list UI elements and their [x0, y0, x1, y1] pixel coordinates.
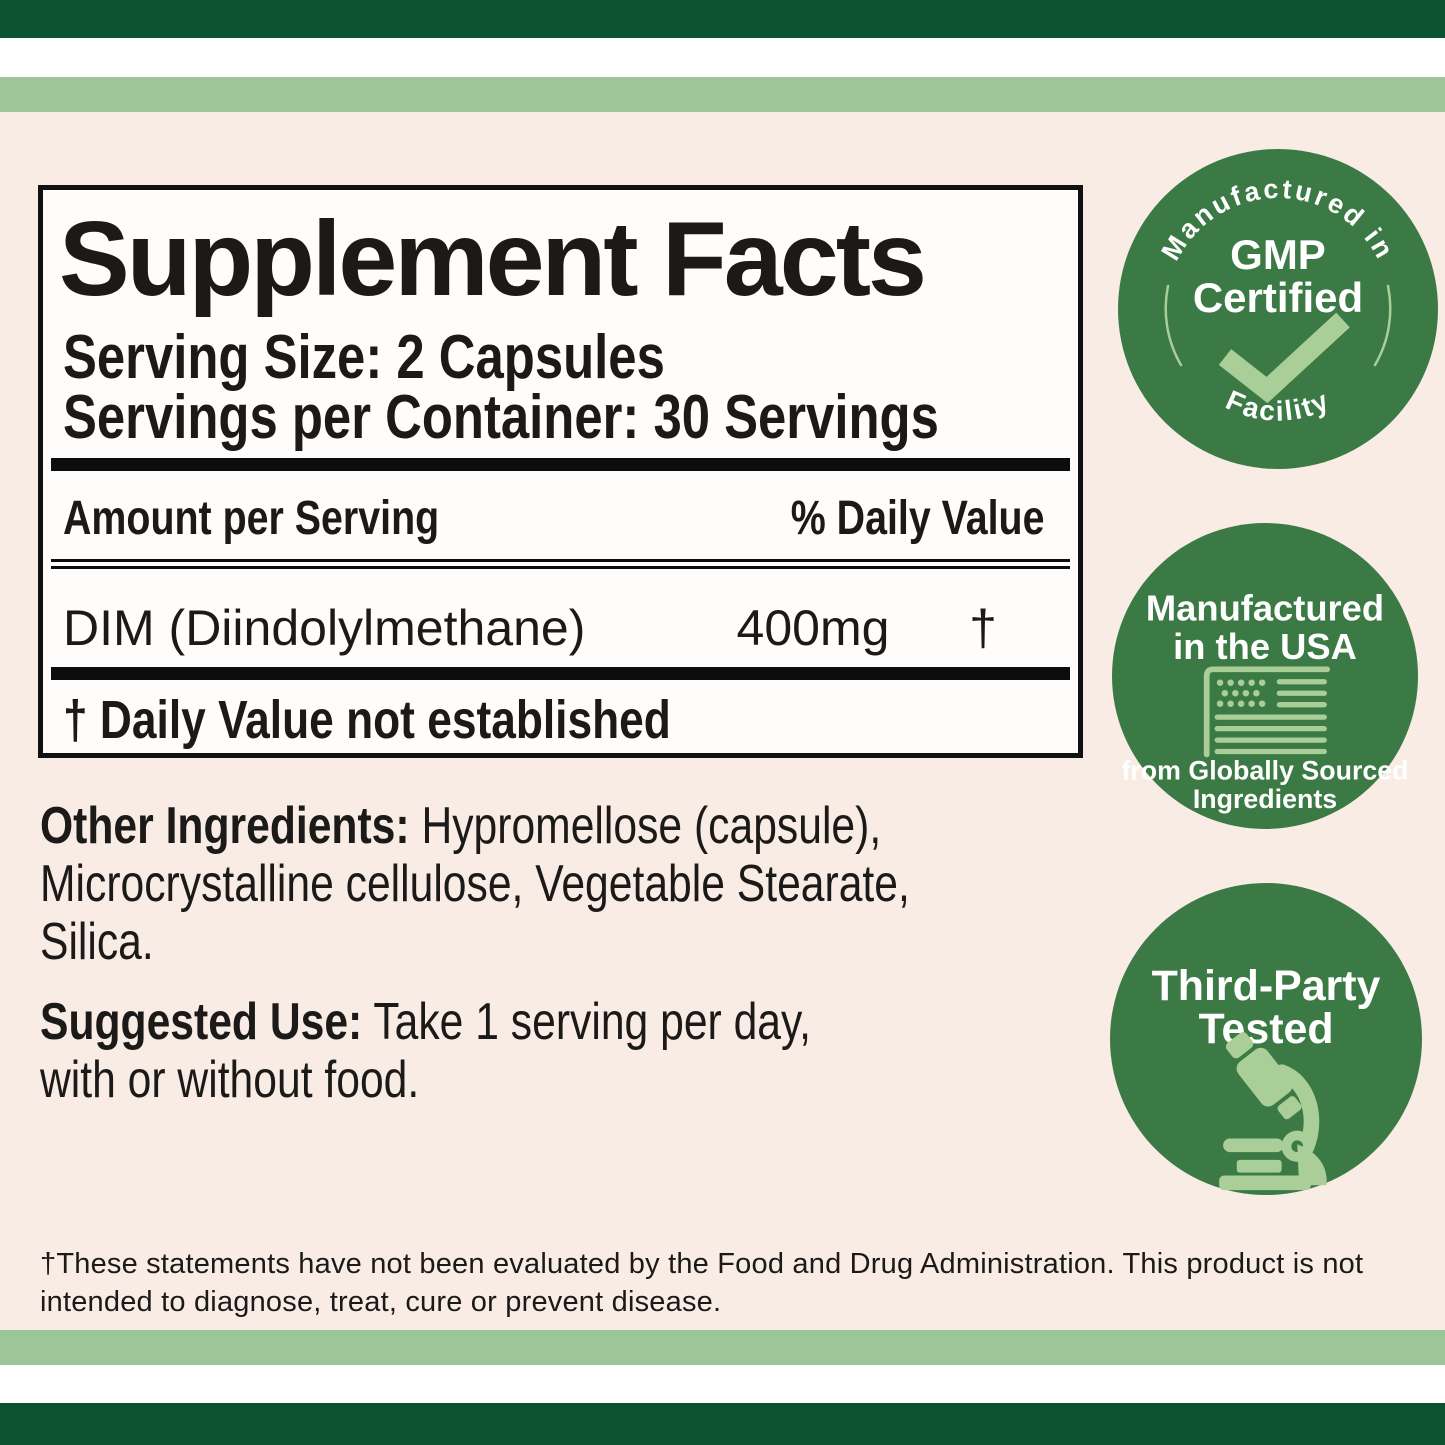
badge-circle: [1110, 883, 1422, 1195]
thick-divider-bottom: [51, 667, 1070, 681]
suggested-use-line1: Suggested Use: Take 1 serving per day,: [40, 993, 812, 1051]
top-white-band: [0, 38, 1445, 77]
gmp-certified-badge: Manufactured in GMP Certified Facility: [1118, 149, 1438, 469]
daily-value-header: % Daily Value: [790, 492, 1044, 546]
ingredient-dv-dagger: †: [969, 600, 997, 657]
top-dark-green-band: [0, 0, 1445, 38]
amount-per-serving-header: Amount per Serving: [63, 492, 440, 546]
suggested-use-label: Suggested Use:: [40, 993, 363, 1051]
daily-value-footnote: † Daily Value not established: [63, 690, 671, 751]
ingredient-name: DIM (Diindolylmethane): [63, 600, 586, 657]
ingredient-amount: 400mg: [736, 600, 890, 657]
fda-disclaimer: †These statements have not been evaluate…: [40, 1245, 1363, 1321]
checkmark-icon: [1218, 312, 1350, 404]
suggested-use-paragraph: Suggested Use: Take 1 serving per day, w…: [40, 993, 811, 1109]
left-arc: [1164, 284, 1183, 367]
badge-circle: [1118, 149, 1438, 469]
other-ingredients-line1: Other Ingredients: Hypromellose (capsule…: [40, 797, 882, 855]
right-arc: [1373, 284, 1392, 367]
other-ingredients-line2: Microcrystalline cellulose, Vegetable St…: [40, 855, 910, 913]
usa-line1: Manufactured: [1146, 588, 1384, 629]
usa-flag-icon: [1203, 666, 1331, 758]
certified-text: Certified: [1193, 274, 1363, 321]
bottom-light-green-band: [0, 1330, 1445, 1365]
double-rule: [51, 559, 1070, 570]
serving-info: Serving Size: 2 Capsules Servings per Co…: [63, 323, 939, 453]
usa-sub2: Ingredients: [1193, 784, 1337, 814]
other-ingredients-line3: Silica.: [40, 913, 154, 971]
bottom-dark-green-band: [0, 1403, 1445, 1445]
servings-per-container: Servings per Container: 30 Servings: [63, 383, 939, 453]
fda-disclaimer-line2: intended to diagnose, treat, cure or pre…: [40, 1286, 722, 1318]
serving-size: Serving Size: 2 Capsules: [63, 323, 665, 393]
facts-header-row: Amount per Serving % Daily Value: [63, 493, 1058, 545]
tested-line1: Third-Party: [1152, 962, 1381, 1010]
usa-line2: in the USA: [1173, 626, 1357, 667]
bottom-white-band: [0, 1365, 1445, 1403]
ingredient-row: DIM (Diindolylmethane) 400mg †: [63, 603, 1058, 653]
other-ingredients-paragraph: Other Ingredients: Hypromellose (capsule…: [40, 797, 910, 971]
third-party-tested-badge: Third-Party Tested: [1110, 883, 1422, 1195]
badge-circle: [1112, 523, 1418, 829]
tested-line2: Tested: [1198, 1005, 1333, 1053]
suggested-use-line2: with or without food.: [40, 1051, 420, 1109]
gmp-text: GMP: [1230, 231, 1326, 278]
supplement-facts-panel: Supplement Facts Serving Size: 2 Capsule…: [38, 185, 1083, 758]
other-ingredients-label: Other Ingredients:: [40, 797, 410, 855]
panel-title: Supplement Facts: [59, 200, 927, 318]
thick-divider-top: [51, 458, 1070, 472]
usa-sub1: from Globally Sourced: [1121, 755, 1408, 785]
fda-disclaimer-line1: †These statements have not been evaluate…: [40, 1248, 1364, 1280]
made-in-usa-badge: Manufactured in the USA from Globally So…: [1112, 523, 1418, 829]
top-light-green-band: [0, 77, 1445, 112]
microscope-icon: [1219, 1032, 1327, 1191]
